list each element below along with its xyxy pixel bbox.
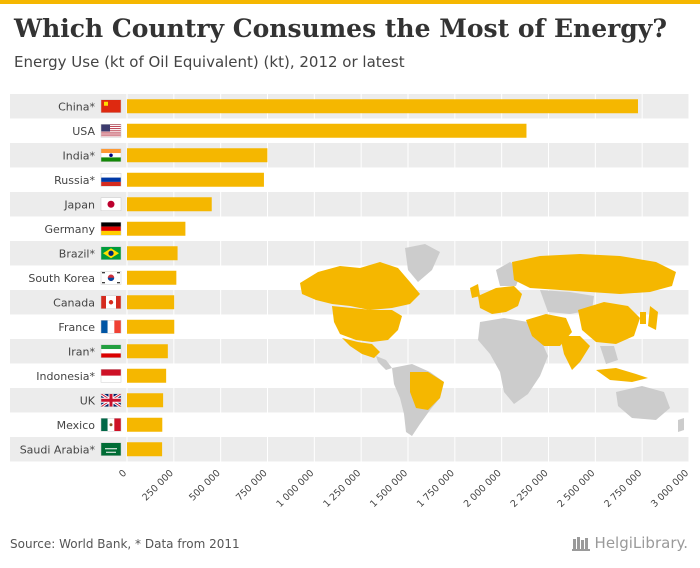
- flag-usa-icon: [100, 124, 122, 138]
- map-usa: [332, 306, 402, 342]
- map-korea: [640, 312, 646, 324]
- chart-title: Which Country Consumes the Most of Energ…: [14, 14, 667, 43]
- map-new-zealand: [678, 418, 684, 432]
- x-tick-label: 1 500 000: [368, 468, 410, 510]
- map-china: [578, 302, 640, 344]
- bar: [127, 393, 164, 408]
- map-uk: [470, 284, 480, 298]
- brand-logo: HelgiLibrary.: [571, 534, 688, 552]
- bar: [127, 197, 212, 212]
- x-tick-label: 250 000: [140, 468, 176, 504]
- bar: [127, 319, 175, 334]
- flag-japan-icon: [100, 197, 122, 211]
- library-icon: [571, 537, 590, 551]
- category-label: Canada: [53, 296, 95, 309]
- map-southeast-asia: [600, 346, 618, 364]
- row-stripe: [10, 388, 689, 413]
- bar: [127, 442, 163, 457]
- map-japan: [648, 306, 658, 330]
- category-label: Mexico: [57, 419, 96, 432]
- row-stripe: [10, 143, 689, 168]
- category-label: South Korea: [28, 272, 95, 285]
- bar: [127, 99, 638, 114]
- x-tick-label: 2 750 000: [602, 468, 644, 510]
- chart-subtitle: Energy Use (kt of Oil Equivalent) (kt), …: [14, 53, 405, 71]
- x-tick-label: 2 250 000: [509, 468, 551, 510]
- flag-china-icon: [100, 99, 122, 113]
- category-label: Brazil*: [59, 247, 96, 260]
- map-africa: [478, 318, 548, 404]
- source-note: Source: World Bank, * Data from 2011: [10, 537, 240, 551]
- map-russia: [512, 254, 676, 294]
- world-map: [300, 244, 684, 436]
- x-tick-label: 0: [117, 468, 129, 480]
- bar: [127, 221, 186, 236]
- flag-saudi-arabia-icon: [100, 442, 122, 456]
- brand-name: HelgiLibrary.: [594, 534, 688, 552]
- map-india: [560, 336, 590, 370]
- bar: [127, 417, 163, 432]
- category-label: Iran*: [68, 345, 95, 358]
- category-label: Russia*: [54, 174, 95, 187]
- flag-germany-icon: [100, 222, 122, 236]
- bar: [127, 295, 175, 310]
- x-tick-label: 2 500 000: [555, 468, 597, 510]
- bar: [127, 148, 268, 163]
- bar: [127, 123, 527, 138]
- category-label: Saudi Arabia*: [20, 443, 96, 456]
- flag-mexico-icon: [100, 418, 122, 432]
- flag-canada-icon: [100, 295, 122, 309]
- x-tick-label: 3 000 000: [649, 468, 691, 510]
- flag-india-icon: [100, 148, 122, 162]
- category-label: USA: [72, 125, 95, 138]
- bars: [127, 99, 638, 457]
- flag-brazil-icon: [100, 246, 122, 260]
- map-mexico: [342, 338, 380, 358]
- x-tick-label: 1 000 000: [274, 468, 316, 510]
- category-label: UK: [80, 394, 96, 407]
- map-central-america: [376, 356, 392, 370]
- category-labels: China* USA India* Russia* Japan Germany Brazil…: [20, 100, 96, 456]
- map-europe: [478, 286, 522, 314]
- map-greenland: [405, 244, 440, 282]
- bar: [127, 368, 167, 383]
- flag-france-icon: [100, 320, 122, 334]
- flag-russia-icon: [100, 173, 122, 187]
- map-canada: [300, 262, 420, 310]
- x-tick-labels: 0 250 000 500 000 750 000 1 000 000 1 250 000…: [117, 468, 691, 510]
- category-label: France: [58, 321, 95, 334]
- row-stripe: [10, 437, 689, 462]
- category-label: Germany: [44, 223, 95, 236]
- flag-iran-icon: [100, 344, 122, 358]
- top-accent-bar: [0, 0, 700, 4]
- category-label: India*: [63, 149, 96, 162]
- map-central-asia: [540, 290, 594, 314]
- flags: [100, 99, 122, 456]
- flag-south-korea-icon: [100, 271, 122, 285]
- row-stripe: [10, 192, 689, 217]
- category-label: China*: [58, 100, 95, 113]
- map-australia: [616, 386, 670, 420]
- bar: [127, 344, 168, 359]
- category-label: Japan: [63, 198, 95, 211]
- flag-indonesia-icon: [100, 369, 122, 383]
- x-tick-label: 1 750 000: [415, 468, 457, 510]
- flag-uk-icon: [100, 392, 122, 409]
- x-tick-label: 500 000: [187, 468, 223, 504]
- category-label: Indonesia*: [36, 370, 95, 383]
- bar: [127, 172, 264, 187]
- bar: [127, 270, 177, 285]
- bar: [127, 246, 178, 261]
- x-tick-label: 2 000 000: [462, 468, 504, 510]
- x-tick-label: 750 000: [234, 468, 270, 504]
- map-brazil: [410, 372, 444, 410]
- x-tick-label: 1 250 000: [321, 468, 363, 510]
- map-indonesia: [596, 368, 648, 382]
